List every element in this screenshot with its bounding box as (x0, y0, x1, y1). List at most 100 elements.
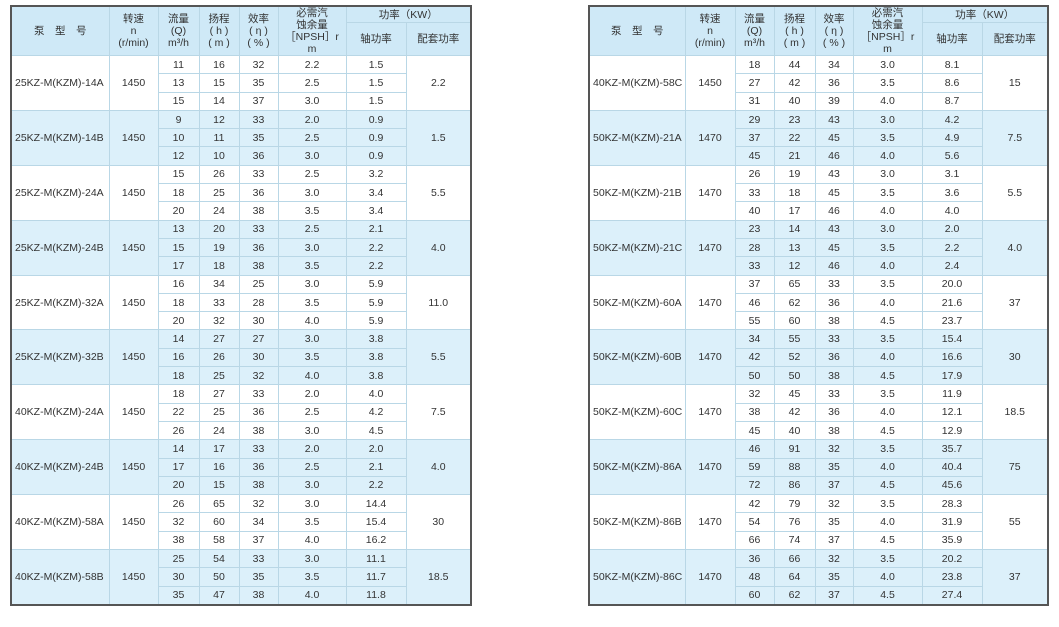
table-row: 50 50 38 4.5 17.9 (589, 366, 1048, 386)
flow: 13 (157, 73, 200, 93)
npsh: 2.5 (277, 402, 347, 422)
flow: 14 (157, 439, 200, 459)
speed: 1450 (108, 219, 159, 276)
head: 88 (773, 457, 816, 477)
npsh: 4.0 (277, 311, 347, 331)
header-line: m (307, 43, 317, 55)
motor-power: 30 (981, 329, 1049, 386)
head: 54 (198, 549, 240, 569)
table-row: 27 42 36 3.5 8.6 (589, 73, 1048, 93)
table-row: 45 21 46 4.0 5.6 (589, 146, 1048, 166)
header-line: (Q) (746, 25, 763, 37)
shaft-power: 3.1 (921, 164, 983, 185)
motor-power: 5.5 (405, 164, 472, 221)
motor-power: 4.0 (405, 439, 472, 496)
pump-spec-table-right: 泵 型 号转速 n (r/min) 流量 (Q) m³/h 扬程( h )( m ) 效率( … (588, 5, 1050, 606)
npsh: 2.0 (277, 439, 347, 459)
efficiency: 32 (238, 54, 279, 75)
header-line: 蚀余量 (296, 19, 328, 31)
shaft-power: 0.9 (345, 128, 407, 148)
head: 26 (198, 164, 240, 185)
col-shaft-power: 轴功率 (345, 22, 407, 56)
table-row: 59 88 35 4.0 40.4 (589, 457, 1048, 477)
flow: 40 (734, 201, 775, 221)
header-line: ( m ) (783, 37, 806, 49)
speed: 1470 (684, 494, 736, 551)
head: 58 (198, 530, 240, 551)
col-efficiency: 效率( η )( % ) (814, 5, 854, 56)
flow: 46 (734, 439, 775, 459)
table-row: 18 33 28 3.5 5.9 (11, 292, 471, 313)
motor-power: 2.2 (405, 55, 472, 111)
col-flow: 流量 (Q) m³/h (157, 5, 200, 56)
head: 17 (773, 201, 816, 221)
table-row: 60 62 37 4.5 27.4 (589, 585, 1048, 606)
flow: 60 (734, 585, 775, 606)
npsh: 4.0 (852, 292, 923, 313)
shaft-power: 8.6 (921, 73, 983, 93)
head: 25 (198, 183, 240, 203)
efficiency: 43 (814, 219, 854, 239)
flow: 18 (734, 54, 775, 75)
table-row: 33 18 45 3.5 3.6 (589, 183, 1048, 203)
shaft-power: 40.4 (921, 457, 983, 477)
shaft-power: 35.7 (921, 439, 983, 459)
flow: 36 (734, 549, 775, 569)
flow: 20 (157, 311, 200, 331)
shaft-power: 0.9 (345, 146, 407, 166)
flow: 15 (157, 237, 200, 258)
npsh: 3.0 (277, 549, 347, 569)
pump-spec-table-left: 泵 型 号转速 n (r/min) 流量 (Q) m³/h 扬程( h )( m ) 效率( … (10, 5, 473, 606)
motor-power: 5.5 (981, 164, 1049, 221)
shaft-power: 4.2 (345, 402, 407, 422)
table-row: 40KZ-M(KZM)-58C 1450 18 44 34 3.0 8.1 15 (588, 54, 1049, 111)
npsh: 4.0 (277, 530, 347, 551)
shaft-power: 2.4 (921, 256, 983, 276)
table-row: 15 14 37 3.0 1.5 (11, 91, 471, 111)
head: 65 (198, 494, 240, 514)
header-row: 轴功率 配套功率 (589, 22, 1049, 56)
speed: 1450 (108, 329, 159, 386)
flow: 9 (157, 109, 200, 130)
flow: 22 (157, 402, 200, 422)
npsh: 3.0 (277, 237, 347, 258)
head: 62 (773, 585, 816, 606)
table-row: 15 19 36 3.0 2.2 (11, 237, 471, 258)
efficiency: 33 (238, 439, 279, 459)
header-line: 扬程 (784, 13, 805, 25)
header-line: ( h ) (785, 25, 804, 37)
head: 25 (198, 366, 240, 386)
npsh: 3.5 (852, 128, 923, 148)
efficiency: 35 (238, 73, 279, 93)
table-row: 25KZ-M(KZM)-24B 1450 13 20 33 2.5 2.1 4.0 (10, 219, 472, 276)
efficiency: 36 (238, 402, 279, 422)
npsh: 4.5 (852, 475, 923, 496)
npsh: 3.5 (852, 439, 923, 459)
npsh: 3.5 (277, 292, 347, 313)
shaft-power: 12.1 (921, 402, 983, 422)
efficiency: 32 (814, 439, 854, 459)
efficiency: 37 (814, 475, 854, 496)
flow: 10 (157, 128, 200, 148)
table-row: 40KZ-M(KZM)-24A 1450 18 27 33 2.0 4.0 7.5 (10, 384, 472, 441)
shaft-power: 4.2 (921, 109, 983, 130)
speed: 1470 (684, 439, 736, 496)
head: 12 (198, 109, 240, 130)
pump-model: 50KZ-M(KZM)-86A (588, 439, 686, 496)
pump-model: 40KZ-M(KZM)-58B (10, 549, 110, 606)
header-line: 效率 (248, 13, 269, 25)
shaft-power: 2.0 (921, 219, 983, 239)
pump-model: 40KZ-M(KZM)-24A (10, 384, 110, 441)
shaft-power: 2.2 (921, 237, 983, 258)
head: 19 (198, 237, 240, 258)
shaft-power: 3.2 (345, 164, 407, 185)
efficiency: 38 (238, 585, 279, 606)
npsh: 3.0 (277, 475, 347, 496)
npsh: 3.5 (277, 347, 347, 368)
npsh: 4.5 (852, 530, 923, 551)
shaft-power: 27.4 (921, 585, 983, 606)
shaft-power: 4.0 (345, 384, 407, 404)
efficiency: 39 (814, 91, 854, 111)
speed: 1470 (684, 164, 736, 221)
efficiency: 35 (238, 128, 279, 148)
